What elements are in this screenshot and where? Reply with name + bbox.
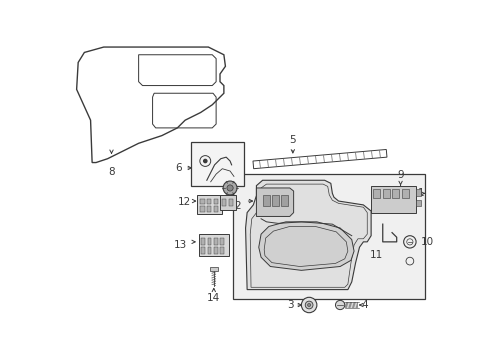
Text: 15: 15 [212,170,224,179]
Bar [200,206,204,212]
Bar [213,238,217,245]
Text: 2: 2 [234,202,241,211]
Text: 3: 3 [286,300,293,310]
Bar [206,206,211,212]
Bar [271,195,278,206]
Bar [415,189,420,195]
Polygon shape [258,222,353,270]
Circle shape [335,300,344,310]
Bar [415,199,420,206]
Bar [209,266,217,271]
Bar [401,189,408,198]
Bar [200,199,204,204]
Text: 14: 14 [207,293,220,303]
Text: 12: 12 [178,197,191,207]
Text: 8: 8 [108,167,115,177]
Bar [382,189,389,198]
Text: 11: 11 [369,249,383,260]
Circle shape [305,301,312,309]
Text: 13: 13 [174,240,187,250]
Bar [213,199,218,204]
Bar [207,238,211,245]
Text: 5: 5 [289,135,296,145]
Circle shape [307,303,310,306]
Text: 1: 1 [417,188,424,198]
Bar [201,238,205,245]
Polygon shape [245,180,370,289]
Text: 9: 9 [396,170,403,180]
Bar [220,195,235,210]
Bar [229,199,233,206]
Bar [199,234,228,256]
Bar [207,247,211,254]
Bar [220,238,224,245]
Bar [233,174,425,299]
Bar [213,247,217,254]
Text: 7: 7 [231,148,237,158]
Polygon shape [256,188,293,216]
Bar [201,247,205,254]
Bar [373,189,380,198]
Circle shape [203,159,207,163]
Bar [370,186,415,213]
Bar [262,195,269,206]
Bar [391,189,398,198]
Circle shape [301,297,316,313]
Text: 4: 4 [361,300,367,310]
Circle shape [226,185,233,191]
Bar [206,199,211,204]
Bar [222,199,226,206]
Bar [213,206,218,212]
Bar [196,195,221,214]
Text: 6: 6 [175,163,182,173]
Bar [191,142,244,186]
Circle shape [223,181,237,195]
Bar [281,195,287,206]
Text: 10: 10 [420,237,433,247]
Bar [220,247,224,254]
